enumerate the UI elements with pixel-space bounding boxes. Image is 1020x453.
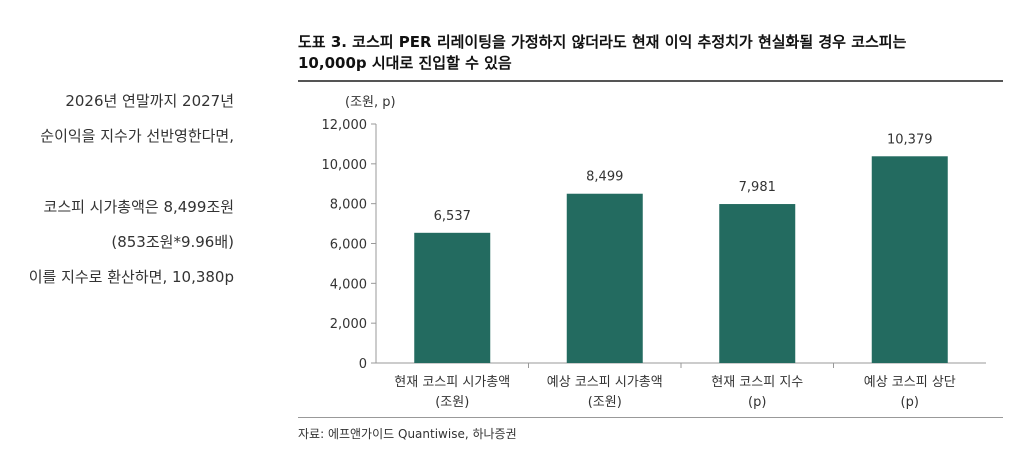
data-label: 10,379 [887,132,933,147]
data-label: 8,499 [586,170,623,185]
y-tick-label: 8,000 [330,198,367,213]
y-tick-label: 0 [359,357,367,372]
data-label: 6,537 [434,209,471,224]
commentary-line-2: 순이익을 지수가 선반영한다면, [40,127,234,145]
commentary-line-5: 이를 지수로 환산하면, 10,380p [28,268,234,286]
x-tick-label: 예상 코스피 시가총액 [547,375,663,390]
y-tick-label: 2,000 [330,317,367,332]
x-tick-label: 현재 코스피 시가총액 [394,375,510,390]
x-tick-label: 현재 코스피 지수 [711,375,803,390]
commentary-line-1: 2026년 연말까지 2027년 [65,92,234,110]
bar [871,156,948,363]
chart-title-line-1: 도표 3. 코스피 PER 리레이팅을 가정하지 않더라도 현재 이익 추정치가… [298,33,907,51]
x-tick-label: 예상 코스피 상단 [864,375,956,390]
x-tick-label: (조원) [588,395,622,410]
commentary-line-4: (853조원*9.96배) [111,233,234,251]
chart-title: 도표 3. 코스피 PER 리레이팅을 가정하지 않더라도 현재 이익 추정치가… [298,32,1003,74]
y-tick-label: 12,000 [322,118,368,133]
y-tick-label: 10,000 [322,158,368,173]
chart-title-line-2: 10,000p 시대로 진입할 수 있음 [298,54,512,72]
source-note: 자료: 에프앤가이드 Quantiwise, 하나증권 [298,427,517,441]
x-tick-label: (p) [901,395,919,410]
bar [566,193,643,363]
y-tick-label: 4,000 [330,277,367,292]
x-tick-label: (p) [748,395,766,410]
y-tick-label: 6,000 [330,238,367,253]
title-divider [298,80,1003,82]
source-divider [298,417,1003,418]
bar [719,204,796,363]
x-tick-label: (조원) [435,395,469,410]
unit-label: (조원, p) [345,95,396,110]
data-label: 7,981 [739,180,776,195]
commentary-line-3: 코스피 시가총액은 8,499조원 [43,198,234,216]
bar [414,232,491,363]
